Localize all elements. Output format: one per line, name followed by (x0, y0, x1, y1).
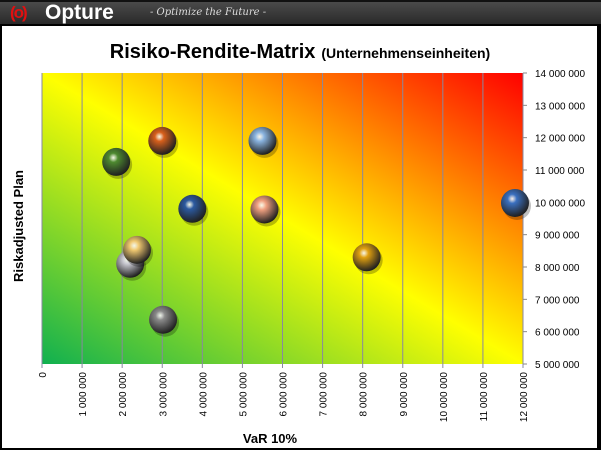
x-tick-label: 12 000 000 (519, 372, 530, 422)
y-tick-label: 10 000 000 (535, 198, 585, 209)
risk-return-chart: Risiko-Rendite-Matrix (Unternehmenseinhei… (11, 41, 585, 446)
x-tick-label: 10 000 000 (439, 372, 450, 422)
y-tick-label: 6 000 000 (535, 328, 580, 339)
chart-subtitle: (Unternehmenseinheiten) (321, 45, 490, 61)
data-bubble[interactable] (248, 126, 277, 155)
data-bubble[interactable] (148, 126, 177, 155)
tagline: - Optimize the Future - (150, 7, 267, 18)
x-tick-label: 6 000 000 (279, 372, 290, 417)
x-tick-label: 1 000 000 (78, 372, 89, 417)
y-tick-label: 11 000 000 (535, 166, 585, 177)
x-tick-label: 9 000 000 (399, 372, 410, 417)
data-bubble[interactable] (352, 243, 381, 272)
x-tick-label: 7 000 000 (319, 372, 330, 417)
x-tick-label: 0 (38, 372, 49, 378)
data-bubble[interactable] (500, 188, 529, 217)
x-tick-label: 3 000 000 (158, 372, 169, 417)
brand-name: Opture (45, 1, 114, 24)
data-bubble[interactable] (178, 194, 207, 223)
y-tick-label: 5 000 000 (535, 360, 580, 371)
x-axis-label: VaR 10% (243, 431, 298, 446)
y-tick-label: 7 000 000 (535, 295, 580, 306)
chart-panel: Risiko-Rendite-Matrix (Unternehmenseinhei… (2, 26, 597, 448)
x-tick-label: 4 000 000 (198, 372, 209, 417)
x-tick-label: 11 000 000 (479, 372, 490, 422)
data-bubble[interactable] (102, 147, 131, 176)
data-bubble[interactable] (250, 195, 279, 224)
data-bubble[interactable] (149, 305, 178, 334)
y-tick-label: 13 000 000 (535, 101, 585, 112)
y-tick-label: 9 000 000 (535, 231, 580, 242)
y-tick-label: 8 000 000 (535, 263, 580, 274)
x-tick-label: 8 000 000 (359, 372, 370, 417)
app-header: (o) Opture - Optimize the Future - (0, 0, 601, 24)
x-tick-label: 2 000 000 (118, 372, 129, 417)
logo-icon: (o) (10, 3, 28, 22)
x-tick-label: 5 000 000 (238, 372, 249, 417)
y-axis-label: Riskadjusted Plan (11, 170, 26, 282)
data-bubble[interactable] (122, 235, 151, 264)
chart-title: Risiko-Rendite-Matrix (110, 41, 316, 63)
chart-heading: Risiko-Rendite-Matrix (Unternehmenseinhei… (110, 41, 490, 63)
y-tick-label: 14 000 000 (535, 69, 585, 80)
y-tick-label: 12 000 000 (535, 134, 585, 145)
